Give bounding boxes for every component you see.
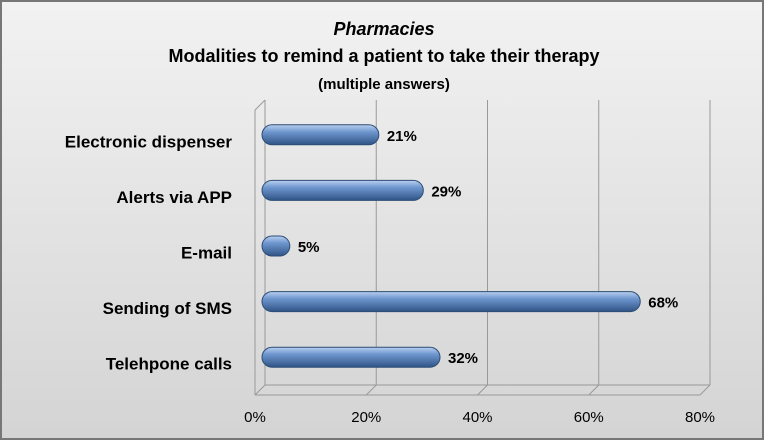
y-tick-label: E-mail: [181, 243, 232, 262]
bar: [261, 346, 441, 368]
y-tick-label: Telehpone calls: [106, 355, 232, 374]
floor-grid-line: [254, 384, 266, 396]
floor-grid-line: [365, 384, 377, 396]
bar: [261, 124, 380, 146]
x-tick-label: 40%: [462, 409, 492, 426]
y-tick-label: Electronic dispenser: [65, 132, 233, 151]
floor-grid-line: [588, 384, 600, 396]
chart-subtitle: Modalities to remind a patient to take t…: [168, 46, 599, 66]
y-tick-label: Sending of SMS: [103, 299, 232, 318]
left-wall-top: [254, 99, 266, 111]
value-label: 5%: [298, 239, 320, 256]
value-label: 68%: [648, 295, 678, 312]
floor-grid-line: [477, 384, 488, 396]
x-tick-label: 60%: [574, 409, 604, 426]
bar: [261, 291, 641, 313]
x-tick-label: 80%: [685, 409, 715, 426]
value-label: 21%: [387, 128, 417, 145]
y-tick-label: Alerts via APP: [116, 188, 232, 207]
floor-grid-line: [699, 384, 711, 396]
bar: [261, 235, 291, 257]
bar: [261, 179, 424, 201]
chart-title: Pharmacies: [333, 19, 434, 39]
value-label: 32%: [448, 350, 478, 367]
chart-annotation: (multiple answers): [318, 76, 450, 93]
value-label: 29%: [431, 183, 461, 200]
x-tick-label: 20%: [351, 409, 381, 426]
x-tick-label: 0%: [244, 409, 266, 426]
